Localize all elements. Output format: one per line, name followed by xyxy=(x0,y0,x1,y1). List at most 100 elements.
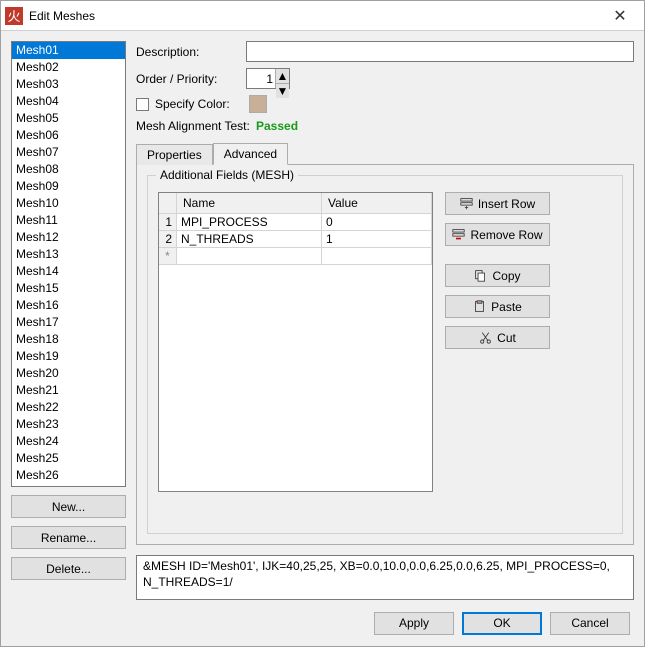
list-item[interactable]: Mesh07 xyxy=(12,144,125,161)
cell-name[interactable]: MPI_PROCESS xyxy=(177,214,322,230)
paste-icon xyxy=(473,300,486,313)
remove-row-icon xyxy=(452,228,465,241)
list-item[interactable]: Mesh25 xyxy=(12,450,125,467)
list-item[interactable]: Mesh21 xyxy=(12,382,125,399)
mesh-list[interactable]: Mesh01Mesh02Mesh03Mesh04Mesh05Mesh06Mesh… xyxy=(11,41,126,487)
color-swatch[interactable] xyxy=(249,95,267,113)
content-area: Mesh01Mesh02Mesh03Mesh04Mesh05Mesh06Mesh… xyxy=(1,31,644,600)
app-icon: 火 xyxy=(5,7,23,25)
tab-properties-label: Properties xyxy=(147,148,202,162)
insert-row-label: Insert Row xyxy=(478,197,535,211)
list-item[interactable]: Mesh06 xyxy=(12,127,125,144)
copy-icon xyxy=(474,269,487,282)
th-name: Name xyxy=(177,193,322,213)
copy-button[interactable]: Copy xyxy=(445,264,550,287)
table-header: Name Value xyxy=(159,193,432,214)
table-row[interactable]: 1MPI_PROCESS0 xyxy=(159,214,432,231)
tab-advanced-label: Advanced xyxy=(224,147,277,161)
list-item[interactable]: Mesh22 xyxy=(12,399,125,416)
list-item[interactable]: Mesh01 xyxy=(12,42,125,59)
tab-properties[interactable]: Properties xyxy=(136,144,213,165)
list-item[interactable]: Mesh05 xyxy=(12,110,125,127)
description-input[interactable] xyxy=(246,41,634,62)
remove-row-label: Remove Row xyxy=(470,228,542,242)
row-number: 2 xyxy=(159,231,177,247)
list-item[interactable]: Mesh15 xyxy=(12,280,125,297)
list-item[interactable]: Mesh08 xyxy=(12,161,125,178)
delete-button[interactable]: Delete... xyxy=(11,557,126,580)
dialog-window: 火 Edit Meshes ✕ Mesh01Mesh02Mesh03Mesh04… xyxy=(0,0,645,647)
cut-button[interactable]: Cut xyxy=(445,326,550,349)
table-buttons: Insert Row Remove Row Copy xyxy=(445,192,550,523)
new-button[interactable]: New... xyxy=(11,495,126,518)
cell-name[interactable]: N_THREADS xyxy=(177,231,322,247)
specify-color-label: Specify Color: xyxy=(155,97,249,111)
fields-table[interactable]: Name Value 1MPI_PROCESS02N_THREADS1* xyxy=(158,192,433,492)
titlebar: 火 Edit Meshes ✕ xyxy=(1,1,644,31)
row-marker: * xyxy=(159,248,177,264)
cancel-button[interactable]: Cancel xyxy=(550,612,630,635)
new-button-label: New... xyxy=(52,500,85,514)
row-number: 1 xyxy=(159,214,177,230)
cell-value[interactable]: 0 xyxy=(322,214,432,230)
ok-label: OK xyxy=(493,616,510,630)
cut-label: Cut xyxy=(497,331,516,345)
th-rownum xyxy=(159,193,177,213)
list-item[interactable]: Mesh19 xyxy=(12,348,125,365)
dialog-footer: Apply OK Cancel xyxy=(1,600,644,646)
alignment-label: Mesh Alignment Test: xyxy=(136,119,256,133)
paste-label: Paste xyxy=(491,300,522,314)
rename-button[interactable]: Rename... xyxy=(11,526,126,549)
insert-row-icon xyxy=(460,197,473,210)
cell-value[interactable] xyxy=(322,248,432,264)
order-value: 1 xyxy=(247,72,275,86)
order-spinner[interactable]: 1 ▲▼ xyxy=(246,68,290,89)
table-body: 1MPI_PROCESS02N_THREADS1* xyxy=(159,214,432,265)
table-row[interactable]: 2N_THREADS1 xyxy=(159,231,432,248)
specify-color-checkbox[interactable] xyxy=(136,98,149,111)
dialog-title: Edit Meshes xyxy=(29,9,600,23)
list-item[interactable]: Mesh11 xyxy=(12,212,125,229)
list-item[interactable]: Mesh27 xyxy=(12,484,125,487)
list-item[interactable]: Mesh18 xyxy=(12,331,125,348)
rename-button-label: Rename... xyxy=(41,531,96,545)
list-item[interactable]: Mesh12 xyxy=(12,229,125,246)
paste-button[interactable]: Paste xyxy=(445,295,550,318)
spinner-arrows[interactable]: ▲▼ xyxy=(275,69,289,88)
th-value: Value xyxy=(322,193,432,213)
cell-value[interactable]: 1 xyxy=(322,231,432,247)
cut-icon xyxy=(479,331,492,344)
delete-button-label: Delete... xyxy=(46,562,91,576)
tab-advanced[interactable]: Advanced xyxy=(213,143,288,165)
fieldset-title: Additional Fields (MESH) xyxy=(156,168,298,182)
list-item[interactable]: Mesh14 xyxy=(12,263,125,280)
alignment-status: Passed xyxy=(256,119,298,133)
list-item[interactable]: Mesh16 xyxy=(12,297,125,314)
tabs: Properties Advanced xyxy=(136,143,634,164)
right-column: Description: Order / Priority: 1 ▲▼ Spec… xyxy=(136,41,634,600)
table-row-empty[interactable]: * xyxy=(159,248,432,265)
copy-label: Copy xyxy=(492,269,520,283)
apply-button[interactable]: Apply xyxy=(374,612,454,635)
description-label: Description: xyxy=(136,45,246,59)
list-item[interactable]: Mesh17 xyxy=(12,314,125,331)
list-item[interactable]: Mesh02 xyxy=(12,59,125,76)
order-label: Order / Priority: xyxy=(136,72,246,86)
insert-row-button[interactable]: Insert Row xyxy=(445,192,550,215)
list-item[interactable]: Mesh24 xyxy=(12,433,125,450)
list-item[interactable]: Mesh23 xyxy=(12,416,125,433)
list-item[interactable]: Mesh26 xyxy=(12,467,125,484)
list-item[interactable]: Mesh10 xyxy=(12,195,125,212)
left-column: Mesh01Mesh02Mesh03Mesh04Mesh05Mesh06Mesh… xyxy=(11,41,126,600)
additional-fields-group: Additional Fields (MESH) Name Value 1MPI… xyxy=(147,175,623,534)
ok-button[interactable]: OK xyxy=(462,612,542,635)
list-item[interactable]: Mesh03 xyxy=(12,76,125,93)
list-item[interactable]: Mesh20 xyxy=(12,365,125,382)
fds-output[interactable]: &MESH ID='Mesh01', IJK=40,25,25, XB=0.0,… xyxy=(136,555,634,600)
close-icon[interactable]: ✕ xyxy=(600,6,640,26)
list-item[interactable]: Mesh09 xyxy=(12,178,125,195)
cell-name[interactable] xyxy=(177,248,322,264)
list-item[interactable]: Mesh04 xyxy=(12,93,125,110)
remove-row-button[interactable]: Remove Row xyxy=(445,223,550,246)
list-item[interactable]: Mesh13 xyxy=(12,246,125,263)
